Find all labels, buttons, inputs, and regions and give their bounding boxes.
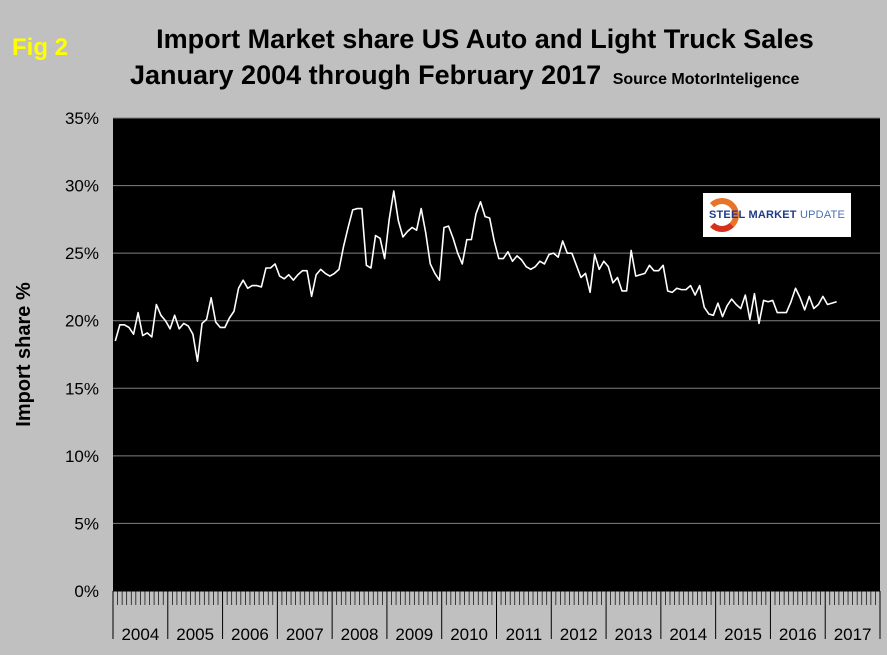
x-year-label: 2007 — [286, 625, 324, 644]
y-tick-label: 35% — [65, 109, 99, 128]
x-year-label: 2012 — [560, 625, 598, 644]
y-axis-title: Import share % — [13, 282, 35, 427]
series-line-import-share — [114, 190, 837, 363]
steel-market-update-logo: STEEL MARKET UPDATE — [703, 193, 851, 237]
y-tick-label: 20% — [65, 312, 99, 331]
x-year-label: 2008 — [341, 625, 379, 644]
chart-title-date-range: January 2004 through February 2017 — [130, 60, 602, 90]
y-tick-label: 5% — [74, 514, 99, 533]
logo-swoosh-icon — [704, 198, 739, 232]
y-tick-label: 15% — [65, 379, 99, 398]
y-tick-label: 0% — [74, 582, 99, 601]
x-year-label: 2017 — [834, 625, 872, 644]
y-tick-label: 10% — [65, 447, 99, 466]
x-year-label: 2010 — [450, 625, 488, 644]
x-year-label: 2014 — [669, 625, 707, 644]
x-year-label: 2016 — [779, 625, 817, 644]
logo-light-text: UPDATE — [800, 209, 846, 221]
x-year-label: 2004 — [121, 625, 159, 644]
x-year-label: 2009 — [395, 625, 433, 644]
y-tick-label: 25% — [65, 244, 99, 263]
x-year-label: 2005 — [176, 625, 214, 644]
x-year-label: 2011 — [506, 625, 543, 644]
logo-text: STEEL MARKET UPDATE — [709, 209, 845, 221]
figure-label: Fig 2 — [12, 34, 69, 61]
chart-title-line2: January 2004 through February 2017 Sourc… — [130, 60, 799, 91]
logo-bold-text: STEEL MARKET — [708, 209, 797, 221]
x-year-label: 2006 — [231, 625, 269, 644]
x-year-label: 2015 — [724, 625, 762, 644]
source-note: Source MotorInteligence — [612, 71, 800, 88]
plot-area — [113, 118, 880, 591]
chart-title-line1: Import Market share US Auto and Light Tr… — [156, 24, 814, 54]
y-tick-label: 30% — [65, 177, 99, 196]
x-year-label: 2013 — [615, 625, 653, 644]
